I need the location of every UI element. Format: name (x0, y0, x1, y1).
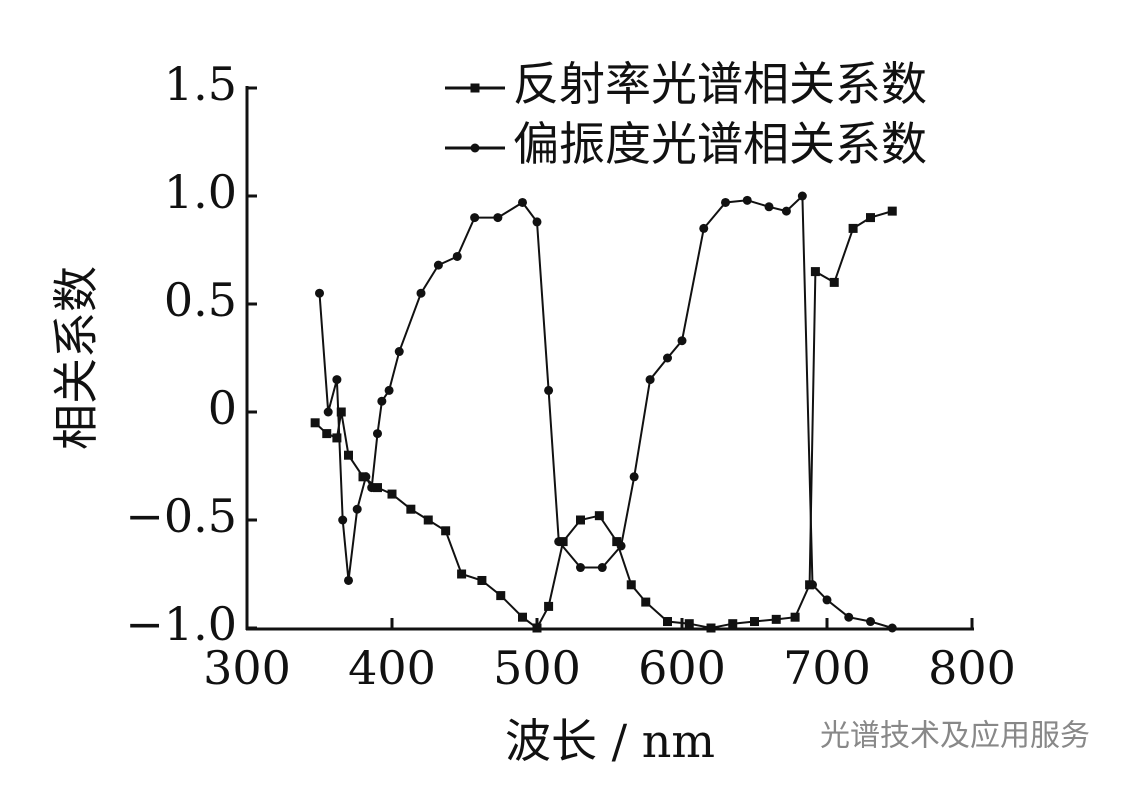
legend-label: 反射率光谱相关系数 (513, 57, 927, 111)
data-point (493, 213, 503, 223)
y-tick-label: 1.5 (164, 57, 237, 111)
data-point (377, 396, 387, 406)
data-point (310, 418, 320, 428)
x-tick-label: 700 (783, 641, 871, 695)
data-point (554, 537, 564, 547)
data-point (866, 213, 875, 223)
y-tick-label: 1.0 (164, 165, 237, 219)
data-point (532, 623, 542, 633)
data-point (781, 206, 791, 216)
data-point (866, 617, 875, 627)
data-point (352, 504, 362, 514)
data-point (394, 347, 404, 357)
data-point (344, 450, 353, 460)
data-point (790, 612, 800, 622)
data-point (315, 288, 324, 298)
data-point (887, 623, 897, 633)
data-point (416, 288, 426, 298)
data-point (844, 612, 854, 622)
data-point (764, 202, 774, 212)
watermark: 光谱技术及应用服务 (820, 719, 1090, 754)
data-point (645, 375, 655, 385)
data-point (829, 277, 839, 287)
y-axis-label: 相关系数 (49, 266, 103, 450)
legend-label: 偏振度光谱相关系数 (513, 117, 927, 171)
data-point (332, 375, 342, 385)
data-point (641, 597, 651, 607)
data-point (887, 206, 897, 216)
data-point (810, 267, 820, 277)
data-point (594, 511, 604, 521)
data-point (750, 617, 759, 627)
data-point (797, 191, 807, 201)
data-point (544, 601, 554, 611)
y-tick-label: 0.5 (164, 273, 237, 327)
data-point (706, 623, 716, 633)
data-point (629, 472, 639, 482)
y-tick-label: −1.0 (125, 597, 237, 651)
x-axis-label: 波长 / nm (505, 714, 715, 768)
data-point (663, 617, 672, 627)
data-point (808, 580, 817, 590)
x-tick-label: 400 (348, 641, 436, 695)
data-point (532, 217, 542, 227)
data-point (663, 353, 672, 363)
y-tick-label: −0.5 (125, 489, 237, 543)
data-point (457, 569, 467, 579)
data-point (344, 575, 353, 585)
data-point (361, 472, 371, 482)
data-point (742, 195, 752, 205)
data-point (728, 619, 738, 629)
data-point (323, 407, 333, 417)
data-point (441, 526, 451, 536)
legend-marker (470, 143, 480, 153)
data-point (771, 614, 781, 624)
data-point (406, 504, 416, 514)
data-point (626, 580, 636, 590)
data-point (576, 563, 585, 573)
data-point (518, 612, 527, 622)
data-point (616, 541, 626, 551)
data-point (470, 213, 480, 223)
data-point (496, 591, 506, 601)
y-tick-label: 0 (208, 381, 237, 435)
data-point (721, 197, 730, 207)
x-tick-label: 600 (638, 641, 726, 695)
x-tick-label: 300 (203, 641, 291, 695)
data-point (452, 251, 462, 261)
legend-marker (470, 83, 480, 93)
data-point (338, 515, 348, 525)
data-point (367, 483, 377, 493)
data-point (322, 429, 332, 439)
x-tick-label: 800 (928, 641, 1016, 695)
data-point (822, 595, 832, 605)
data-point (684, 619, 694, 629)
data-point (387, 489, 397, 499)
data-point (336, 407, 346, 417)
data-point (544, 385, 554, 395)
data-point (477, 575, 487, 585)
data-point (518, 197, 527, 207)
data-point (433, 260, 443, 270)
data-point (384, 385, 394, 395)
data-point (576, 515, 585, 525)
data-point (373, 429, 382, 439)
data-point (699, 223, 709, 233)
data-point (373, 483, 382, 493)
data-point (612, 537, 622, 547)
data-point (677, 336, 687, 346)
x-tick-label: 500 (493, 641, 581, 695)
data-point (597, 563, 607, 573)
data-point (423, 515, 433, 525)
data-point (848, 223, 858, 233)
data-point (332, 433, 342, 443)
